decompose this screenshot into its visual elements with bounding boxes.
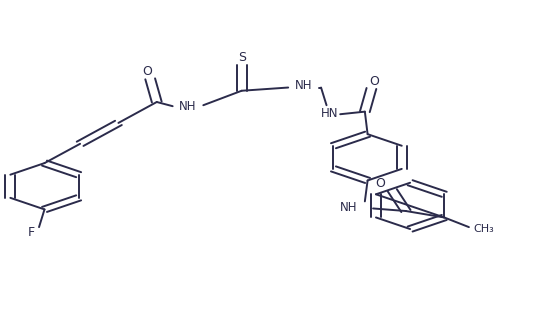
Text: O: O — [143, 65, 153, 78]
Text: NH: NH — [295, 79, 312, 92]
Text: NH: NH — [340, 201, 357, 214]
Text: NH: NH — [179, 100, 197, 113]
Text: S: S — [238, 51, 245, 64]
Text: CH₃: CH₃ — [474, 224, 495, 234]
Text: F: F — [27, 226, 35, 239]
Text: O: O — [369, 75, 379, 88]
Text: O: O — [376, 177, 385, 190]
Text: HN: HN — [321, 107, 338, 120]
